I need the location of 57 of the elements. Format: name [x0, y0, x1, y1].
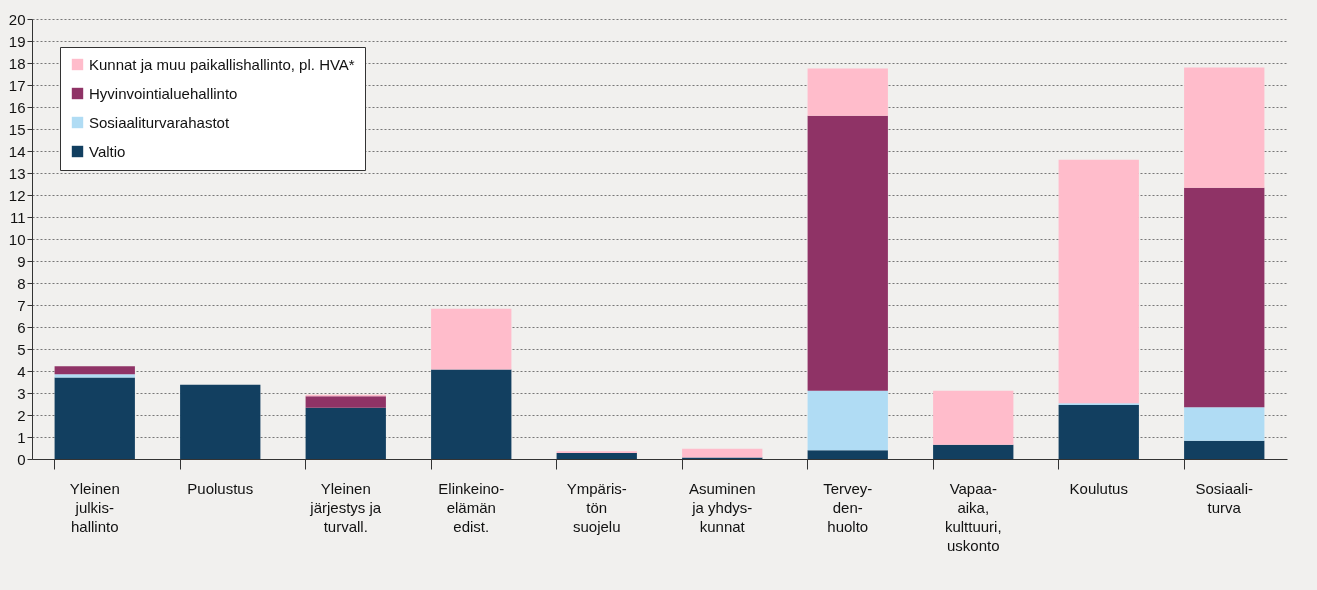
x-tick-label: Yleinen julkis- hallinto: [69, 479, 120, 535]
bar: [431, 308, 512, 370]
y-tick-label: 13: [8, 164, 26, 182]
x-tick-label: Sosiaali- turva: [1195, 479, 1254, 516]
bar: [807, 390, 888, 451]
legend-label: Sosiaaliturvarahastot: [89, 113, 230, 131]
y-tick-label: 12: [8, 186, 26, 204]
bar: [807, 68, 888, 116]
bar: [1184, 440, 1265, 459]
y-tick-label: 7: [17, 296, 26, 314]
x-tick-label: Ympäris- tön suojelu: [566, 479, 627, 535]
y-tick-label: 5: [17, 340, 26, 358]
y-tick-label: 10: [8, 230, 26, 248]
y-tick-label: 4: [17, 362, 26, 380]
y-tick-label: 1: [17, 428, 26, 446]
y-tick-label: 20: [8, 10, 26, 28]
bar: [54, 366, 135, 375]
bar: [1058, 405, 1139, 459]
legend-label: Hyvinvointialuehallinto: [89, 84, 238, 102]
y-tick-label: 0: [17, 450, 26, 468]
bar: [54, 374, 135, 378]
legend-label: Kunnat ja muu paikallishallinto, pl. HVA*: [89, 55, 355, 73]
bar: [431, 369, 512, 459]
y-tick-label: 3: [17, 384, 26, 402]
y-tick-label: 11: [9, 208, 26, 226]
bar: [1058, 159, 1139, 404]
y-tick-label: 18: [8, 54, 26, 72]
bar: [1184, 187, 1265, 408]
bar: [556, 453, 637, 459]
y-tick-label: 16: [8, 98, 26, 116]
x-tick-label: Koulutus: [1069, 479, 1128, 497]
x-tick-label: Asuminen ja yhdys- kunnat: [688, 479, 756, 535]
bar: [682, 448, 763, 458]
bar: [54, 377, 135, 459]
bar: [1184, 67, 1265, 188]
x-tick-label: Yleinen järjestys ja turvall.: [309, 479, 382, 535]
y-tick-label: 14: [8, 142, 26, 160]
y-tick-label: 9: [17, 252, 26, 270]
y-tick-label: 6: [17, 318, 26, 336]
y-tick-label: 2: [17, 406, 26, 424]
bar: [1184, 407, 1265, 441]
bar: [305, 407, 386, 459]
y-tick-label: 15: [8, 120, 26, 138]
y-tick-label: 17: [8, 76, 26, 94]
bar: [180, 384, 261, 459]
y-tick-label: 8: [17, 274, 26, 292]
x-tick-label: Vapaa- aika, kulttuuri, uskonto: [944, 479, 1002, 554]
x-tick-label: Tervey- den- huolto: [823, 479, 873, 535]
legend-label: Valtio: [89, 142, 126, 160]
x-tick-label: Puolustus: [187, 479, 254, 497]
x-tick-label: Elinkeino- elämän edist.: [438, 479, 505, 535]
bar: [933, 444, 1014, 459]
y-tick-label: 19: [8, 32, 26, 50]
bar: [807, 115, 888, 391]
bar: [305, 396, 386, 408]
bar: [933, 390, 1014, 445]
bar: [807, 450, 888, 459]
